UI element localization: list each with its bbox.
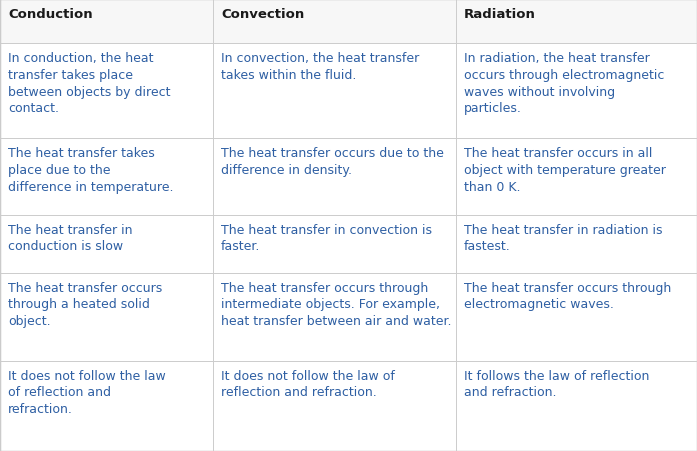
Bar [0,0,697,44]
Text: It does not follow the law
of reflection and
refraction.: It does not follow the law of reflection… [8,369,166,415]
Text: The heat transfer takes
place due to the
difference in temperature.: The heat transfer takes place due to the… [8,147,174,193]
Text: The heat transfer occurs
through a heated solid
object.: The heat transfer occurs through a heate… [8,281,162,327]
Text: In radiation, the heat transfer
occurs through electromagnetic
waves without inv: In radiation, the heat transfer occurs t… [464,52,664,115]
Text: The heat transfer in
conduction is slow: The heat transfer in conduction is slow [8,223,132,253]
Text: The heat transfer in convection is
faster.: The heat transfer in convection is faste… [221,223,432,253]
Text: In convection, the heat transfer
takes within the fluid.: In convection, the heat transfer takes w… [221,52,420,82]
Text: The heat transfer occurs through
intermediate objects. For example,
heat transfe: The heat transfer occurs through interme… [221,281,452,327]
Text: The heat transfer occurs through
electromagnetic waves.: The heat transfer occurs through electro… [464,281,671,311]
Text: Conduction: Conduction [8,8,93,21]
Text: It does not follow the law of
reflection and refraction.: It does not follow the law of reflection… [221,369,395,399]
Text: The heat transfer occurs in all
object with temperature greater
than 0 K.: The heat transfer occurs in all object w… [464,147,666,193]
Text: The heat transfer occurs due to the
difference in density.: The heat transfer occurs due to the diff… [221,147,444,176]
Text: In conduction, the heat
transfer takes place
between objects by direct
contact.: In conduction, the heat transfer takes p… [8,52,171,115]
Text: It follows the law of reflection
and refraction.: It follows the law of reflection and ref… [464,369,649,399]
Text: Convection: Convection [221,8,305,21]
Text: Radiation: Radiation [464,8,536,21]
Text: The heat transfer in radiation is
fastest.: The heat transfer in radiation is fastes… [464,223,662,253]
